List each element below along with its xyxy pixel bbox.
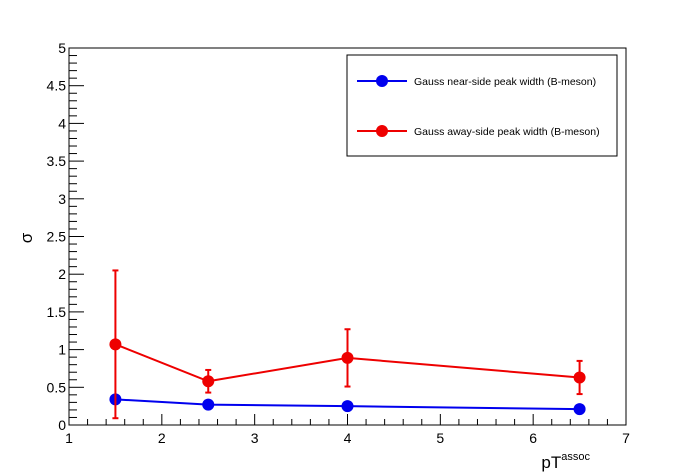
y-tick-label: 0 — [58, 417, 66, 433]
data-point — [202, 398, 215, 411]
legend-box — [346, 54, 618, 157]
y-tick-label: 4 — [58, 115, 66, 131]
y-tick-label: 4.5 — [47, 78, 67, 94]
data-point — [341, 351, 354, 364]
legend-label-0: Gauss near-side peak width (B-meson) — [414, 76, 596, 88]
y-axis-title: σ — [17, 232, 36, 243]
y-tick-label: 1.5 — [47, 304, 67, 320]
x-tick-label: 5 — [436, 430, 444, 446]
y-tick-label: 1 — [58, 342, 66, 358]
series-line — [115, 343, 580, 383]
data-point — [573, 403, 586, 416]
y-tick-label: 3.5 — [47, 153, 67, 169]
x-axis-title-main: pT — [541, 453, 561, 472]
legend: Gauss near-side peak width (B-meson) Gau… — [346, 54, 618, 157]
data-point — [341, 400, 354, 413]
axis-ticks — [68, 47, 627, 426]
y-tick-label: 0.5 — [47, 379, 67, 395]
x-axis-title-sup: assoc — [561, 451, 590, 463]
x-tick-label: 3 — [251, 430, 259, 446]
legend-marker-0 — [376, 75, 388, 87]
data-point — [202, 375, 215, 388]
legend-marker-1 — [376, 125, 388, 137]
data-point — [573, 371, 586, 384]
axis-tick-labels: 1 2 3 4 5 6 7 0 0.5 1 1.5 2 2.5 3 3.5 4 4.5 5 — [47, 40, 631, 446]
series-0 — [109, 393, 586, 416]
y-tick-label: 3 — [58, 191, 66, 207]
series-layer — [109, 269, 586, 420]
data-point — [109, 338, 122, 351]
y-tick-label: 5 — [58, 40, 66, 56]
y-tick-label: 2 — [58, 266, 66, 282]
x-tick-label: 7 — [622, 430, 630, 446]
x-tick-label: 2 — [158, 430, 166, 446]
x-tick-label: 1 — [65, 430, 73, 446]
series-1 — [109, 269, 586, 420]
legend-label-1: Gauss away-side peak width (B-meson) — [414, 126, 600, 138]
x-axis-title: pTassoc — [541, 451, 590, 472]
x-tick-label: 4 — [344, 430, 352, 446]
x-tick-label: 6 — [529, 430, 537, 446]
y-tick-label: 2.5 — [47, 229, 67, 245]
series-line — [115, 398, 580, 411]
